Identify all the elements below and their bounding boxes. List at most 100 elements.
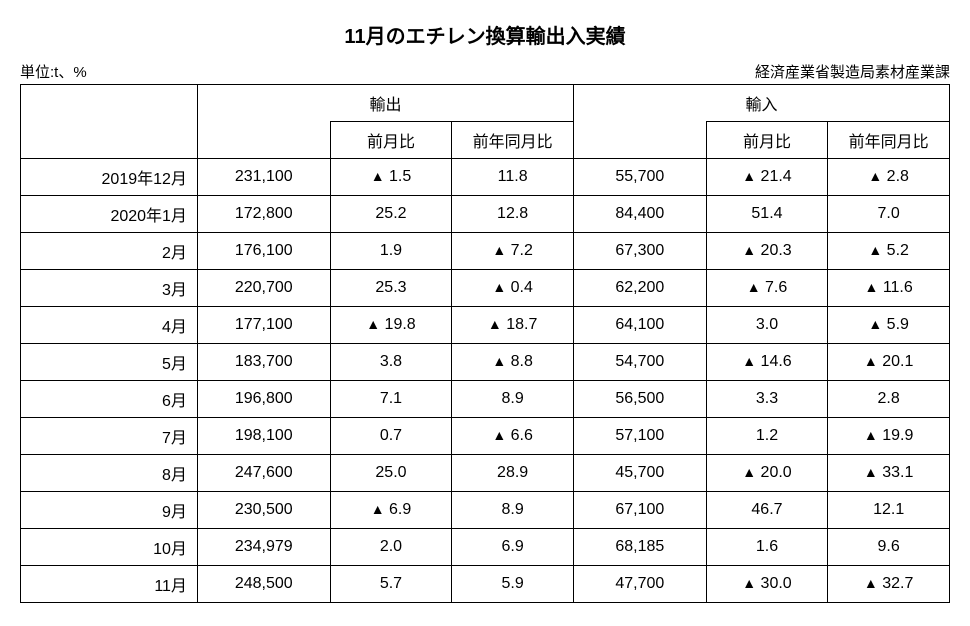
cell-import-mom: 46.7 <box>706 492 828 529</box>
table-body: 2019年12月231,100▲ 1.511.855,700▲ 21.4▲ 2.… <box>21 159 950 603</box>
header-import-yoy: 前年同月比 <box>828 122 950 159</box>
cell-import-yoy: ▲ 2.8 <box>828 159 950 196</box>
cell-import-mom: ▲ 20.0 <box>706 455 828 492</box>
cell-period: 5月 <box>21 344 198 381</box>
cell-import-mom: ▲ 7.6 <box>706 270 828 307</box>
cell-import-mom: 3.0 <box>706 307 828 344</box>
cell-period: 7月 <box>21 418 198 455</box>
cell-export-value: 196,800 <box>197 381 330 418</box>
cell-import-yoy: 7.0 <box>828 196 950 233</box>
data-table: 輸出 輸入 前月比 前年同月比 前月比 前年同月比 2019年12月231,10… <box>20 84 950 603</box>
cell-import-mom: 1.6 <box>706 529 828 566</box>
cell-export-value: 220,700 <box>197 270 330 307</box>
cell-export-mom: 7.1 <box>330 381 452 418</box>
cell-import-yoy: ▲ 5.9 <box>828 307 950 344</box>
cell-export-mom: 2.0 <box>330 529 452 566</box>
cell-import-value: 45,700 <box>573 455 706 492</box>
cell-period: 2月 <box>21 233 198 270</box>
table-row: 5月183,7003.8▲ 8.854,700▲ 14.6▲ 20.1 <box>21 344 950 381</box>
cell-export-mom: 0.7 <box>330 418 452 455</box>
header-export: 輸出 <box>197 85 573 122</box>
cell-export-mom: ▲ 19.8 <box>330 307 452 344</box>
cell-import-mom: 51.4 <box>706 196 828 233</box>
cell-import-yoy: ▲ 11.6 <box>828 270 950 307</box>
cell-export-yoy: 28.9 <box>452 455 574 492</box>
cell-import-value: 64,100 <box>573 307 706 344</box>
table-row: 2020年1月172,80025.212.884,40051.47.0 <box>21 196 950 233</box>
table-row: 7月198,1000.7▲ 6.657,1001.2▲ 19.9 <box>21 418 950 455</box>
cell-export-value: 230,500 <box>197 492 330 529</box>
table-row: 11月248,5005.75.947,700▲ 30.0▲ 32.7 <box>21 566 950 603</box>
cell-export-yoy: 12.8 <box>452 196 574 233</box>
table-row: 2019年12月231,100▲ 1.511.855,700▲ 21.4▲ 2.… <box>21 159 950 196</box>
cell-export-yoy: ▲ 0.4 <box>452 270 574 307</box>
cell-period: 4月 <box>21 307 198 344</box>
cell-period: 3月 <box>21 270 198 307</box>
cell-import-value: 47,700 <box>573 566 706 603</box>
table-row: 8月247,60025.028.945,700▲ 20.0▲ 33.1 <box>21 455 950 492</box>
cell-import-value: 84,400 <box>573 196 706 233</box>
cell-import-yoy: ▲ 19.9 <box>828 418 950 455</box>
cell-export-yoy: 5.9 <box>452 566 574 603</box>
unit-label: 単位:t、% <box>20 61 87 82</box>
cell-import-yoy: 12.1 <box>828 492 950 529</box>
header-import: 輸入 <box>573 85 949 122</box>
header-export-yoy: 前年同月比 <box>452 122 574 159</box>
table-row: 6月196,8007.18.956,5003.32.8 <box>21 381 950 418</box>
page-title: 11月のエチレン換算輸出入実績 <box>20 20 950 49</box>
cell-import-mom: 1.2 <box>706 418 828 455</box>
cell-export-value: 177,100 <box>197 307 330 344</box>
cell-import-value: 54,700 <box>573 344 706 381</box>
table-row: 2月176,1001.9▲ 7.267,300▲ 20.3▲ 5.2 <box>21 233 950 270</box>
cell-export-value: 231,100 <box>197 159 330 196</box>
cell-export-mom: 5.7 <box>330 566 452 603</box>
cell-import-value: 62,200 <box>573 270 706 307</box>
header-period-blank <box>21 85 198 159</box>
cell-import-yoy: ▲ 32.7 <box>828 566 950 603</box>
cell-period: 9月 <box>21 492 198 529</box>
cell-export-value: 176,100 <box>197 233 330 270</box>
cell-export-value: 198,100 <box>197 418 330 455</box>
cell-export-mom: ▲ 1.5 <box>330 159 452 196</box>
cell-export-mom: 3.8 <box>330 344 452 381</box>
cell-export-yoy: ▲ 6.6 <box>452 418 574 455</box>
cell-import-value: 55,700 <box>573 159 706 196</box>
cell-export-yoy: 8.9 <box>452 492 574 529</box>
header-export-mom: 前月比 <box>330 122 452 159</box>
table-row: 4月177,100▲ 19.8▲ 18.764,1003.0▲ 5.9 <box>21 307 950 344</box>
cell-import-mom: ▲ 14.6 <box>706 344 828 381</box>
table-row: 9月230,500▲ 6.98.967,10046.712.1 <box>21 492 950 529</box>
cell-import-mom: ▲ 21.4 <box>706 159 828 196</box>
cell-export-yoy: ▲ 8.8 <box>452 344 574 381</box>
cell-import-yoy: 2.8 <box>828 381 950 418</box>
cell-import-yoy: 9.6 <box>828 529 950 566</box>
cell-export-value: 248,500 <box>197 566 330 603</box>
cell-export-value: 247,600 <box>197 455 330 492</box>
cell-import-mom: 3.3 <box>706 381 828 418</box>
cell-period: 11月 <box>21 566 198 603</box>
cell-export-value: 183,700 <box>197 344 330 381</box>
cell-export-yoy: ▲ 7.2 <box>452 233 574 270</box>
cell-period: 2020年1月 <box>21 196 198 233</box>
cell-export-value: 172,800 <box>197 196 330 233</box>
cell-export-value: 234,979 <box>197 529 330 566</box>
cell-import-yoy: ▲ 20.1 <box>828 344 950 381</box>
cell-import-yoy: ▲ 5.2 <box>828 233 950 270</box>
cell-export-mom: 25.2 <box>330 196 452 233</box>
cell-import-value: 68,185 <box>573 529 706 566</box>
cell-import-mom: ▲ 20.3 <box>706 233 828 270</box>
cell-export-yoy: 6.9 <box>452 529 574 566</box>
source-label: 経済産業省製造局素材産業課 <box>755 61 950 82</box>
meta-row: 単位:t、% 経済産業省製造局素材産業課 <box>20 61 950 82</box>
cell-period: 8月 <box>21 455 198 492</box>
cell-import-value: 67,100 <box>573 492 706 529</box>
cell-export-mom: 1.9 <box>330 233 452 270</box>
header-import-mom: 前月比 <box>706 122 828 159</box>
cell-export-yoy: 11.8 <box>452 159 574 196</box>
header-export-value-blank <box>197 122 330 159</box>
cell-export-yoy: ▲ 18.7 <box>452 307 574 344</box>
cell-period: 2019年12月 <box>21 159 198 196</box>
cell-import-value: 57,100 <box>573 418 706 455</box>
cell-import-mom: ▲ 30.0 <box>706 566 828 603</box>
cell-import-yoy: ▲ 33.1 <box>828 455 950 492</box>
